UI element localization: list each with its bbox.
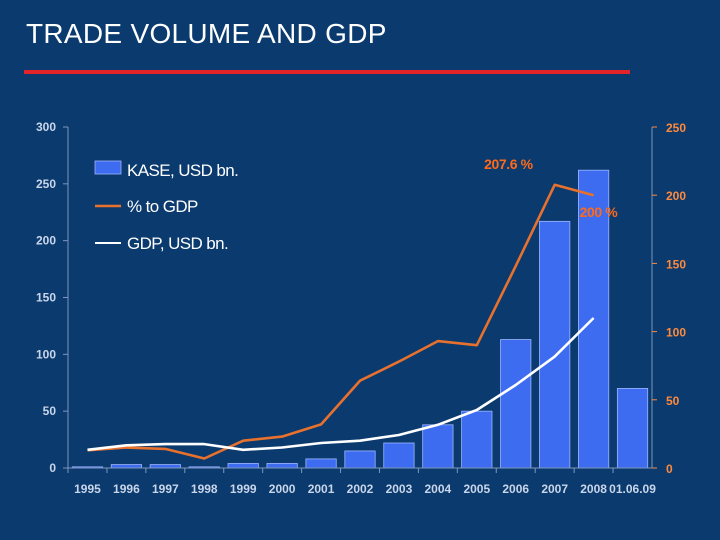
x-tick-label: 2001 bbox=[308, 482, 335, 496]
data-label-pct: 207.6 % bbox=[484, 156, 534, 172]
bar-kase-2003 bbox=[383, 442, 415, 469]
bar-kase-2002 bbox=[344, 450, 376, 469]
x-tick-label: 2003 bbox=[386, 482, 413, 496]
bar-kase-2000 bbox=[266, 463, 298, 469]
bar-kase-1999 bbox=[227, 463, 259, 469]
x-tick-label: 1997 bbox=[152, 482, 179, 496]
bar-kase-2004 bbox=[422, 424, 454, 469]
slide-title: TRADE VOLUME AND GDP bbox=[26, 18, 387, 49]
y-tick-label-left: 150 bbox=[36, 291, 56, 305]
x-tick-label: 2004 bbox=[425, 482, 452, 496]
y-tick-label-right: 200 bbox=[666, 189, 686, 203]
x-tick-label: 1996 bbox=[113, 482, 140, 496]
x-tick-label: 2008 bbox=[580, 482, 607, 496]
data-label-pct: 200 % bbox=[580, 204, 619, 220]
legend-label: GDP, USD bn. bbox=[127, 234, 228, 253]
bar-kase-2001 bbox=[305, 458, 337, 469]
legend-label: % to GDP bbox=[127, 197, 198, 216]
y-tick-label-left: 200 bbox=[36, 234, 56, 248]
legend-label: KASE, USD bn. bbox=[127, 161, 238, 180]
title-divider bbox=[24, 70, 630, 74]
y-tick-label-right: 0 bbox=[666, 462, 673, 476]
x-tick-label: 2006 bbox=[502, 482, 529, 496]
y-tick-label-left: 300 bbox=[36, 120, 56, 134]
legend-swatch-kase bbox=[94, 160, 122, 175]
x-tick-label: 2002 bbox=[347, 482, 374, 496]
x-tick-label: 01.06.09 bbox=[609, 482, 656, 496]
x-tick-label: 1995 bbox=[74, 482, 101, 496]
line-gdp bbox=[87, 317, 595, 452]
bar-kase-1997 bbox=[149, 464, 181, 469]
line-pct-to-gdp bbox=[87, 183, 594, 460]
y-tick-label-left: 0 bbox=[49, 461, 56, 475]
y-tick-label-right: 100 bbox=[666, 326, 686, 340]
bar-kase-2005 bbox=[461, 410, 493, 469]
y-tick-label-left: 100 bbox=[36, 347, 56, 361]
bar-kase-2007 bbox=[539, 220, 571, 469]
x-tick-label: 2007 bbox=[541, 482, 568, 496]
y-tick-label-right: 150 bbox=[666, 257, 686, 271]
y-tick-label-right: 50 bbox=[666, 394, 680, 408]
y-tick-label-left: 250 bbox=[36, 177, 56, 191]
x-tick-label: 2000 bbox=[269, 482, 296, 496]
x-tick-label: 1999 bbox=[230, 482, 257, 496]
y-tick-label-right: 250 bbox=[666, 121, 686, 135]
x-tick-label: 1998 bbox=[191, 482, 218, 496]
y-tick-label-left: 50 bbox=[43, 404, 57, 418]
bar-kase-01.06.09 bbox=[616, 388, 649, 469]
bar-kase-2006 bbox=[500, 339, 532, 469]
x-tick-label: 2005 bbox=[463, 482, 490, 496]
bar-kase-1996 bbox=[110, 464, 142, 469]
